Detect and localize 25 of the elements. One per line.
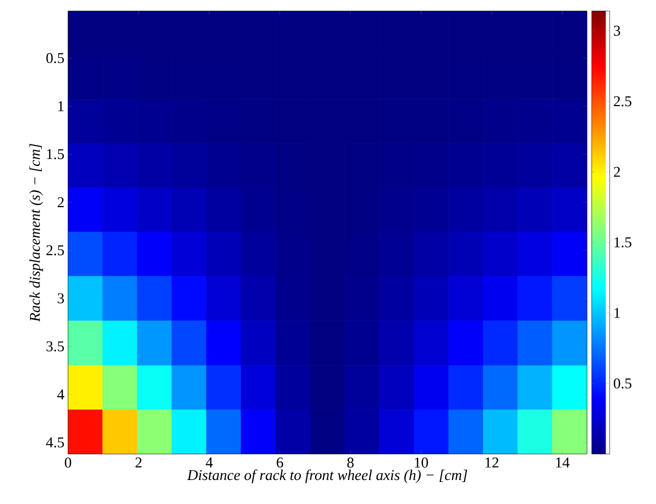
y-tick-label: 1.5 <box>47 149 64 160</box>
x-tick-label: 0 <box>64 458 72 468</box>
x-tick-label: 14 <box>556 458 570 468</box>
y-axis-title: Rack displacement (s) − [cm] <box>29 144 43 322</box>
x-tick-label: 10 <box>414 458 428 468</box>
x-tick-label: 12 <box>486 458 498 468</box>
y-tick-label: 2.5 <box>46 245 64 256</box>
color-bar-label: 1 <box>614 308 620 318</box>
x-tick-label: 6 <box>276 458 284 468</box>
color-bar-label: 2 <box>614 166 620 177</box>
color-bar-label: 0.5 <box>614 378 632 389</box>
x-tick-label: 4 <box>206 458 213 468</box>
color-bar-label: 3 <box>614 26 620 36</box>
y-tick-label: 4 <box>57 390 64 400</box>
y-tick-label: 1 <box>58 101 64 112</box>
x-tick-label: 8 <box>347 458 354 468</box>
y-tick-label: 0.5 <box>46 53 64 64</box>
x-tick-label: 2 <box>136 458 142 468</box>
y-tick-label: 2 <box>58 197 64 208</box>
y-tick-label: 3.5 <box>46 341 64 352</box>
y-tick-label: 3 <box>58 293 64 304</box>
color-bar-label: 1.5 <box>614 237 632 248</box>
color-bar-label: 2.5 <box>614 96 632 106</box>
y-tick-label: 4.5 <box>46 437 64 448</box>
x-axis-title: Distance of rack to front wheel axis (h) − [cm] <box>187 469 468 484</box>
